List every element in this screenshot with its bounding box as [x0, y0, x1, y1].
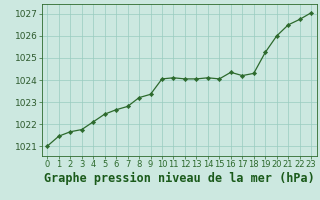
- X-axis label: Graphe pression niveau de la mer (hPa): Graphe pression niveau de la mer (hPa): [44, 172, 315, 185]
